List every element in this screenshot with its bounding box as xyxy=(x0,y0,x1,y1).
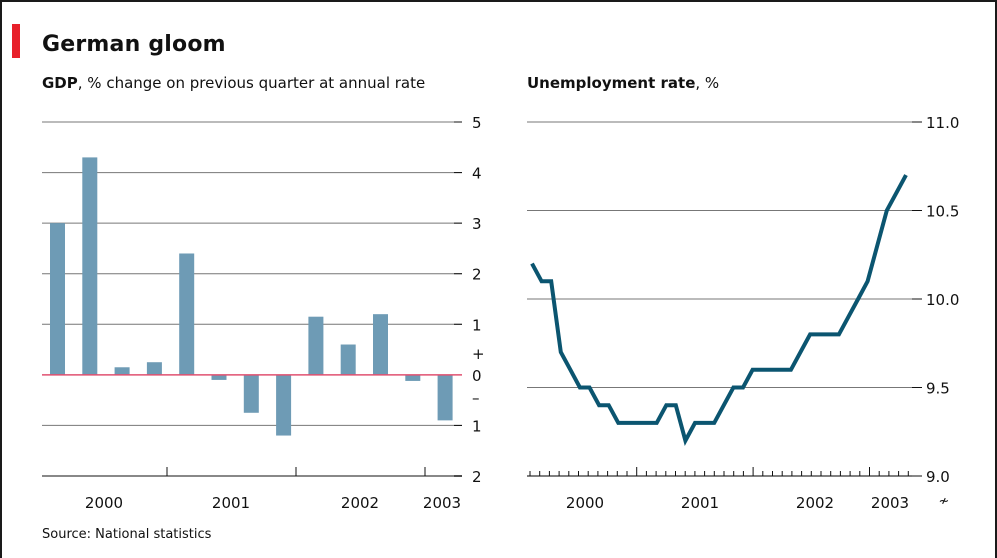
unemployment-subtitle: Unemployment rate, % xyxy=(527,74,719,92)
unemployment-year-label: 2002 xyxy=(796,494,834,512)
gdp-subtitle-bold: GDP xyxy=(42,74,78,92)
gdp-year-label: 2001 xyxy=(212,494,250,512)
unemployment-tick-label: 10.5 xyxy=(926,203,959,221)
axis-break-symbol: ≁ xyxy=(939,494,950,509)
gdp-tick-label: 1 xyxy=(472,316,482,334)
gdp-minus-sign: – xyxy=(472,389,480,407)
gdp-bar xyxy=(340,344,356,375)
unemployment-subtitle-bold: Unemployment rate xyxy=(527,74,696,92)
unemployment-tick-label: 10.0 xyxy=(926,291,959,309)
gdp-bar xyxy=(437,374,453,421)
gdp-subtitle-rest: , % change on previous quarter at annual… xyxy=(77,74,426,92)
source-note: Source: National statistics xyxy=(42,527,212,542)
gdp-bar xyxy=(308,316,324,375)
gdp-tick-label: 4 xyxy=(472,165,482,183)
accent-tab xyxy=(12,24,20,58)
gdp-bar xyxy=(50,223,65,375)
unemployment-tick-label: 9.0 xyxy=(926,468,950,486)
gdp-tick-label: 1 xyxy=(472,417,482,435)
gdp-tick-label: 2 xyxy=(472,266,482,284)
gdp-subtitle: GDP, % change on previous quarter at ann… xyxy=(42,74,425,92)
gdp-bar xyxy=(243,374,259,413)
unemployment-tick-label: 11.0 xyxy=(926,114,959,132)
gdp-bar xyxy=(179,253,195,375)
chart-title: German gloom xyxy=(42,32,226,57)
gdp-tick-label: 3 xyxy=(472,215,482,233)
unemployment-year-label: 2001 xyxy=(681,494,719,512)
gdp-tick-label: 5 xyxy=(472,114,482,132)
unemployment-subtitle-rest: , % xyxy=(695,74,720,92)
gdp-year-label: 2002 xyxy=(341,494,379,512)
gdp-bar xyxy=(146,362,162,375)
gdp-year-label: 2000 xyxy=(85,494,123,512)
gdp-bar xyxy=(211,374,227,380)
gdp-year-label: 2003 xyxy=(423,494,461,512)
unemployment-tick-label: 9.5 xyxy=(926,380,950,398)
gdp-bar xyxy=(114,367,130,375)
gdp-tick-label: 2 xyxy=(472,468,482,486)
gdp-tick-label: 0 xyxy=(472,367,482,385)
unemployment-year-label: 2000 xyxy=(566,494,604,512)
unemployment-series-line xyxy=(530,174,908,446)
gdp-bar xyxy=(82,157,98,375)
gdp-bar xyxy=(405,374,421,381)
gdp-bar xyxy=(373,314,388,375)
unemployment-year-label: 2003 xyxy=(871,494,909,512)
gdp-plus-sign: + xyxy=(472,345,485,363)
gdp-bar xyxy=(276,374,292,436)
